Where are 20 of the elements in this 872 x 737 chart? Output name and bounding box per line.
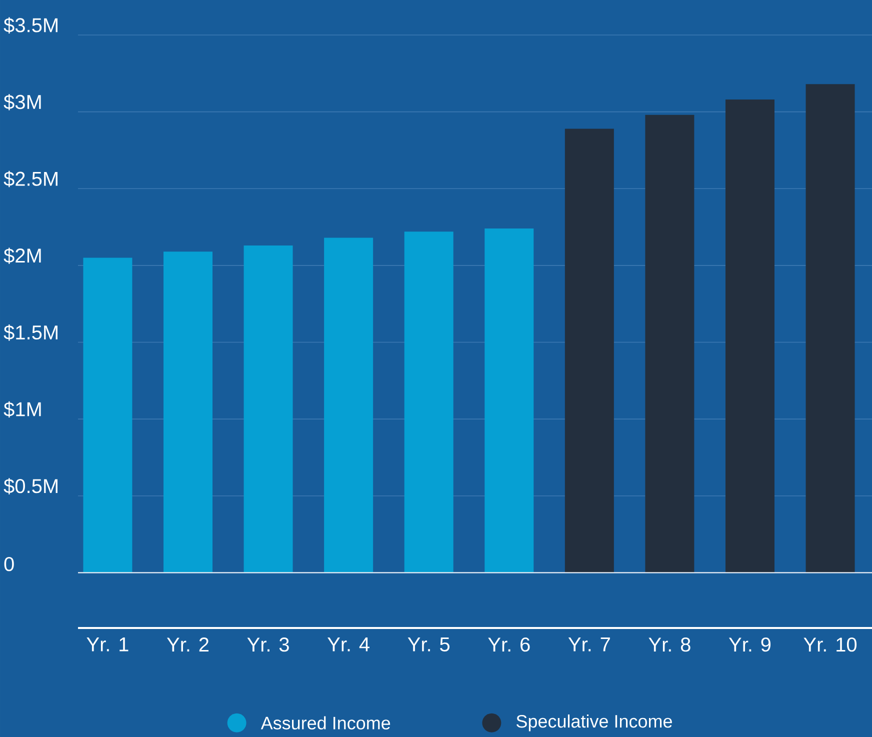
x-tick-label: Yr. 6 bbox=[488, 638, 530, 652]
y-tick-label: $2.5M bbox=[4, 170, 58, 188]
y-tick-label: $0.5M bbox=[4, 478, 58, 494]
y-tick-label: 0 bbox=[4, 556, 14, 572]
legend-label: Speculative Income bbox=[516, 714, 672, 732]
y-tick-label: $3.5M bbox=[4, 17, 58, 34]
x-tick-label: Yr. 8 bbox=[648, 638, 690, 652]
x-tick-label: Yr. 3 bbox=[247, 638, 289, 652]
x-tick-label: Yr. 10 bbox=[804, 638, 857, 652]
y-tick-label: $1.5M bbox=[4, 324, 58, 341]
y-tick-label: $3M bbox=[4, 94, 41, 110]
x-tick-label: Yr. 5 bbox=[408, 638, 450, 652]
x-tick-label: Yr. 4 bbox=[328, 638, 370, 652]
x-tick-label: Yr. 7 bbox=[568, 638, 610, 652]
legend-label: Assured Income bbox=[260, 716, 390, 730]
y-tick-label: $2M bbox=[4, 248, 41, 264]
x-tick-label: Yr. 9 bbox=[728, 638, 771, 652]
x-tick-label: Yr. 2 bbox=[166, 638, 208, 652]
x-tick-label: Yr. 1 bbox=[86, 638, 128, 652]
y-tick-label: $1M bbox=[4, 401, 41, 418]
